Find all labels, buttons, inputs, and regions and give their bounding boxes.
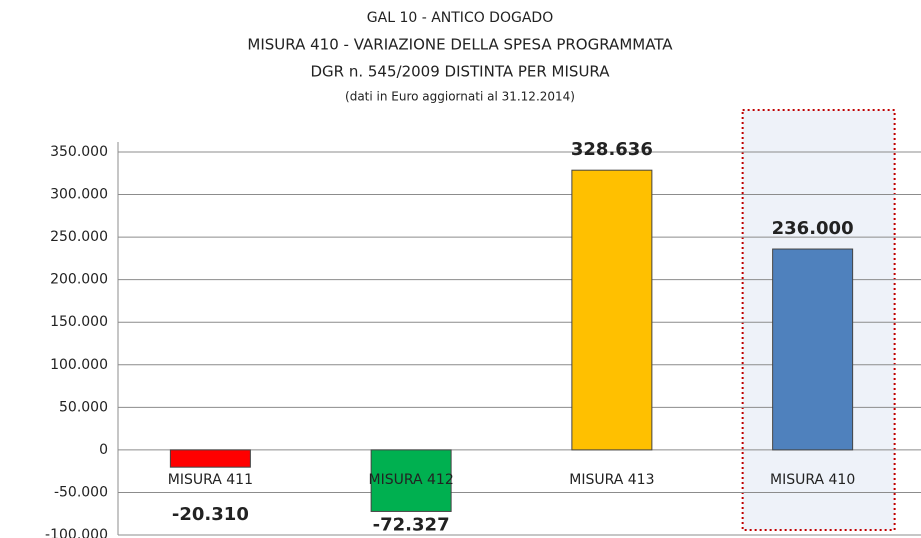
value-label: -72.327 [373,514,450,535]
y-tick-label: 250.000 [50,229,108,245]
y-tick-label: 100.000 [50,357,108,373]
bar [169,449,251,468]
y-tick-label: 150.000 [50,314,108,330]
x-tick-label: MISURA 413 [569,472,654,488]
y-tick-label: -100.000 [45,527,108,538]
value-label: 328.636 [571,139,653,160]
y-tick-label: 200.000 [50,272,108,288]
value-label: 236.000 [772,218,854,239]
chart-title: MISURA 410 - VARIAZIONE DELLA SPESA PROG… [247,36,673,54]
y-tick-label: 0 [99,442,108,458]
bar [772,248,854,451]
y-tick-label: -50.000 [54,484,108,500]
x-tick-label: MISURA 412 [368,472,453,488]
y-tick-label: 350.000 [50,144,108,160]
y-tick-label: 300.000 [50,187,108,203]
chart-title: GAL 10 - ANTICO DOGADO [367,10,553,26]
value-label: -20.310 [172,504,249,525]
chart-title: DGR n. 545/2009 DISTINTA PER MISURA [310,63,610,81]
x-tick-label: MISURA 411 [168,472,253,488]
y-tick-label: 50.000 [59,399,108,415]
bar [571,169,653,451]
chart-subtitle: (dati in Euro aggiornati al 31.12.2014) [345,90,575,104]
x-tick-label: MISURA 410 [770,472,855,488]
bar [370,449,452,512]
